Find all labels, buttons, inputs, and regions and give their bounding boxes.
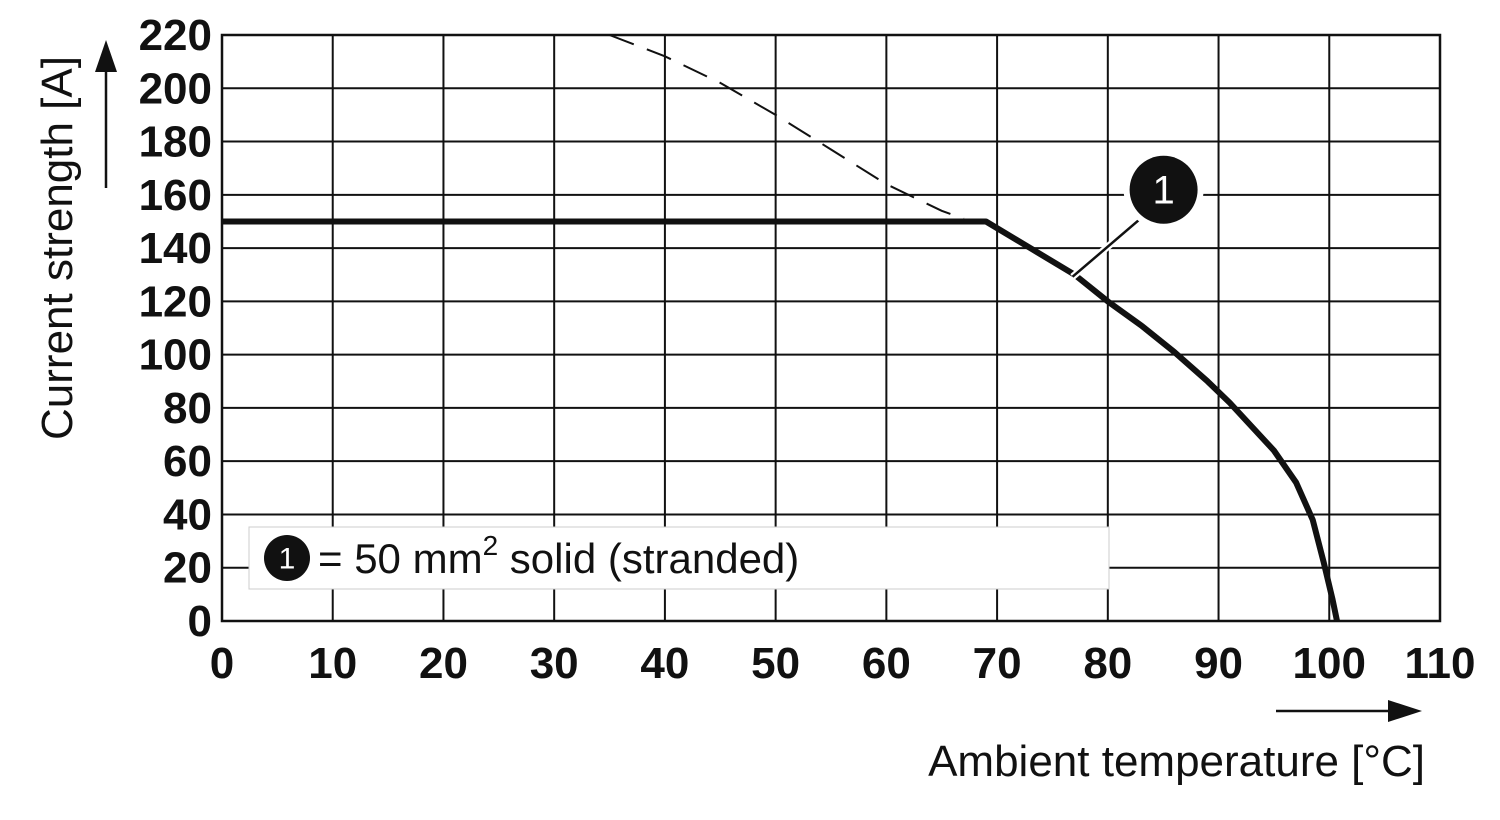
y-axis-title: Current strength [A] [33, 40, 117, 440]
y-tick-label-40: 40 [163, 490, 212, 539]
legend-label: = 50 mm2 solid (stranded) [318, 530, 799, 582]
y-tick-label-140: 140 [139, 224, 212, 273]
y-tick-label-120: 120 [139, 277, 212, 326]
y-tick-label-60: 60 [163, 437, 212, 486]
x-tick-label-0: 0 [210, 639, 234, 688]
callout-badge [1129, 155, 1198, 224]
callout-leader-line-inner [1071, 216, 1143, 278]
x-tick-label-20: 20 [419, 639, 468, 688]
legend-label-superscript: 2 [483, 530, 499, 561]
x-tick-label-60: 60 [862, 639, 911, 688]
legend-label-suffix: solid (stranded) [498, 535, 799, 582]
legend-box [248, 526, 1110, 590]
y-tick-label-80: 80 [163, 384, 212, 433]
legend: 1 = 50 mm2 solid (stranded) [248, 526, 1110, 590]
x-tick-label-90: 90 [1194, 639, 1243, 688]
x-axis-label: Ambient temperature [°C] [928, 737, 1425, 786]
callout-number: 1 [1152, 169, 1174, 213]
series-dashed-extrapolation [609, 34, 965, 220]
x-axis-arrow-head [1388, 700, 1422, 722]
x-tick-label-10: 10 [308, 639, 357, 688]
x-tick-label-30: 30 [530, 639, 579, 688]
callout: 1 [1070, 149, 1204, 280]
x-tick-labels: 0 10 20 30 40 50 60 70 80 90 100 110 [210, 639, 1476, 688]
y-axis-label: Current strength [A] [33, 56, 82, 440]
legend-badge [264, 535, 310, 581]
x-tick-label-100: 100 [1293, 639, 1366, 688]
x-axis-title: Ambient temperature [°C] [928, 700, 1425, 786]
y-axis-arrow-head [95, 40, 117, 72]
y-tick-label-20: 20 [163, 544, 212, 593]
series-50mm2-solid [222, 218, 1340, 622]
legend-number: 1 [279, 543, 296, 576]
x-tick-label-50: 50 [751, 639, 800, 688]
x-tick-label-70: 70 [973, 639, 1022, 688]
x-tick-label-40: 40 [640, 639, 689, 688]
x-tick-label-110: 110 [1405, 639, 1476, 688]
y-tick-label-160: 160 [139, 171, 212, 220]
y-tick-label-220: 220 [139, 11, 212, 60]
y-tick-label-180: 180 [139, 118, 212, 167]
y-tick-label-0: 0 [188, 597, 212, 646]
x-tick-label-80: 80 [1083, 639, 1132, 688]
y-tick-label-100: 100 [139, 331, 212, 380]
plot-frame [220, 33, 1442, 623]
legend-label-prefix: = 50 mm [318, 535, 483, 582]
y-tick-label-200: 200 [139, 64, 212, 113]
